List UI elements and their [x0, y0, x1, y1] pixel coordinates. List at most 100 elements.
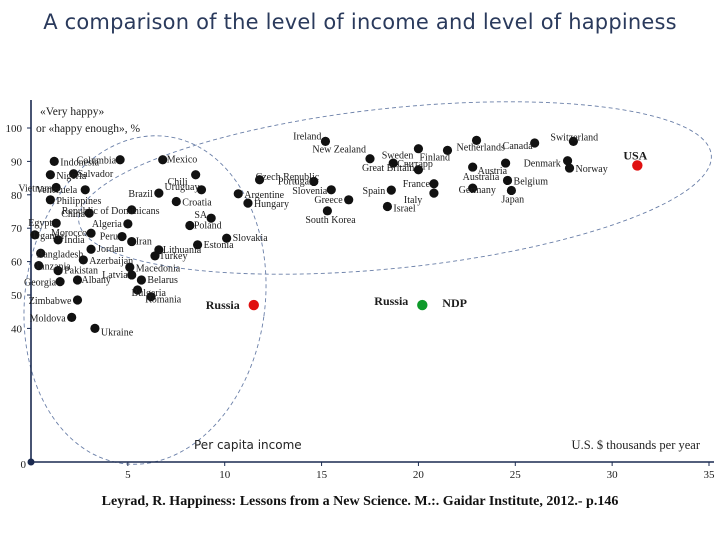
- point-label-salvador: Salvador: [78, 169, 114, 180]
- data-point-bangladesh: [36, 248, 46, 258]
- data-point-austria: [501, 158, 511, 168]
- data-point-vietnam: [51, 182, 61, 193]
- x-axis-title: Per capita income: [194, 438, 302, 452]
- point-label-china: China: [61, 209, 85, 220]
- x-tick-label: 15: [316, 469, 328, 481]
- point-label-india: India: [64, 235, 85, 246]
- point-label-turkey: Turkey: [159, 251, 188, 262]
- point-label-latvia: Latvia: [102, 270, 128, 281]
- point-label-ukraine: Ukraine: [101, 327, 134, 338]
- point-label-chili: Chili: [168, 177, 188, 188]
- point-label-greece: Greece: [314, 195, 343, 206]
- data-point-japan: [506, 185, 517, 196]
- poor-countries-ellipse: [23, 135, 267, 465]
- data-point-poland: [185, 220, 195, 231]
- data-point-estonia: [192, 240, 203, 250]
- point-label-austria: Austria: [478, 166, 508, 177]
- data-point-romania: [146, 292, 156, 302]
- point-label-venezuela: Venezuela: [36, 185, 78, 196]
- point-label-pakistan: Pakistan: [64, 266, 98, 277]
- data-point-uruguay: [196, 185, 207, 195]
- data-point-sweden: [413, 144, 424, 154]
- data-point-usa: [632, 160, 643, 171]
- x-axis-units: U.S. $ thousands per year: [572, 438, 701, 452]
- point-label-australia: Australia: [463, 172, 500, 183]
- point-label-romania: Romania: [145, 295, 182, 306]
- point-label-uganda: Uganda: [33, 231, 65, 242]
- point-label-israel: Israel: [393, 203, 415, 214]
- point-label-vietnam: Vietnam: [18, 183, 52, 194]
- point-label-italy: Italy: [404, 195, 422, 206]
- data-point-chili: [191, 170, 201, 180]
- point-label-usa: USA: [623, 148, 647, 162]
- data-point-russia: [248, 299, 259, 311]
- point-label-poland: Poland: [194, 221, 222, 232]
- point-label-new-zealand: New Zealand: [312, 145, 366, 156]
- x-tick-label: 20: [413, 469, 425, 481]
- data-point-peru: [117, 231, 127, 242]
- point-label-hungary: Hungary: [254, 199, 289, 210]
- point-label-peru: Peru: [100, 232, 118, 243]
- ellipse-layer: [23, 101, 712, 465]
- point-label-iran: Iran: [136, 237, 152, 248]
- axes-layer: 0 5 10 15 20 25 30 35 40 50 60 70 80 90 100 «Very happy…: [6, 100, 715, 481]
- data-point-russia-ndp: [417, 299, 428, 311]
- point-label-argentine: Argentine: [244, 190, 284, 201]
- data-point-venezuela: [80, 185, 90, 195]
- data-point-israel: [382, 201, 393, 212]
- data-point-australia: [468, 162, 478, 172]
- y-tick-label: 40: [11, 323, 23, 335]
- point-label-denmark: Denmark: [524, 159, 561, 170]
- data-point-spain: [386, 185, 396, 195]
- data-point-philippines: [45, 195, 55, 205]
- data-point-argentine: [233, 189, 243, 199]
- point-label-algeria: Algeria: [92, 219, 123, 230]
- source-citation: Leyrad, R. Happiness: Lessons from a New…: [101, 494, 619, 509]
- x-tick-label: 10: [219, 469, 231, 481]
- chart-title: A comparison of the level of income and …: [43, 10, 677, 34]
- data-point-jordan: [86, 244, 96, 254]
- data-point-germany: [468, 183, 478, 193]
- data-point-czech-republic: [254, 175, 265, 185]
- point-label-slovakia: Slovakia: [233, 233, 269, 244]
- data-point-belgium: [502, 175, 513, 186]
- x-tick-label: 25: [510, 469, 522, 481]
- data-point-columbia: [115, 155, 125, 165]
- y-tick-label: 70: [11, 223, 23, 235]
- data-point-latvia: [127, 270, 137, 280]
- data-point-moldova: [67, 312, 77, 322]
- point-label-sa: SA: [194, 210, 208, 221]
- point-label-albany: Albany: [81, 275, 110, 286]
- point-label-morocco: Morocco: [51, 228, 87, 239]
- data-point-norway: [564, 163, 575, 173]
- y-tick-label: 80: [11, 190, 23, 202]
- data-point-slovenia: [326, 185, 336, 195]
- point-label-indonesia: Indonesia: [60, 157, 99, 168]
- point-label-spain: Spain: [363, 186, 386, 197]
- y-axis-title-line-2: or «happy enough», %: [36, 123, 141, 135]
- data-point-mexico: [158, 155, 168, 165]
- point-label-germany: Germany: [459, 185, 496, 196]
- point-label-norway: Norway: [576, 164, 608, 175]
- point-label-bulgaria: Bulgaria: [132, 288, 167, 299]
- data-point-zimbabwe: [72, 295, 83, 305]
- point-label-sweden: Sweden: [382, 151, 414, 162]
- data-point-: [388, 158, 398, 168]
- data-point-ukraine: [90, 323, 100, 333]
- data-point-greece: [344, 195, 354, 205]
- data-point-iran: [127, 236, 137, 247]
- y-tick-label: 100: [6, 123, 23, 135]
- data-point-great-britain: [413, 165, 424, 175]
- point-label-russia: Russia: [206, 298, 240, 312]
- point-label-belgium: Belgium: [514, 176, 549, 187]
- point-label-ireland: Ireland: [293, 131, 321, 142]
- point-label-lithuania: Lithuania: [163, 245, 202, 256]
- point-label-uruguay: Uruguay: [164, 182, 199, 193]
- data-point-italy: [429, 188, 439, 198]
- data-point-belarus: [136, 275, 147, 285]
- data-point-hungary: [243, 198, 253, 208]
- data-point-sa: [206, 213, 216, 223]
- data-point-south-korea: [322, 206, 332, 216]
- data-point-morocco: [86, 228, 96, 238]
